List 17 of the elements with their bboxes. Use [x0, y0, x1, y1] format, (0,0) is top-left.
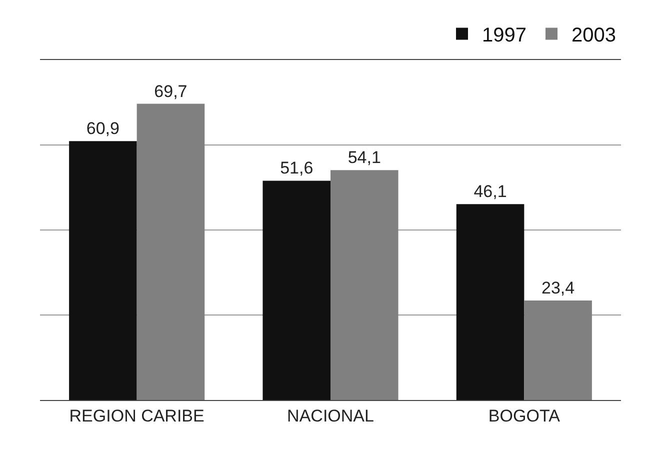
x-tick-label: NACIONAL — [287, 406, 374, 426]
bar — [330, 170, 398, 400]
data-label: 23,4 — [542, 278, 575, 298]
bar — [524, 300, 592, 400]
x-tick-label: REGION CARIBE — [69, 406, 204, 426]
bar — [136, 104, 205, 400]
data-label: 51,6 — [280, 158, 314, 178]
data-label: 54,1 — [348, 148, 381, 168]
data-label: 60,9 — [86, 119, 120, 138]
x-tick-label: BOGOTA — [488, 406, 561, 426]
bar — [456, 204, 524, 400]
legend-label: 1997 — [482, 24, 526, 46]
legend-label: 2003 — [572, 24, 616, 46]
bar — [69, 141, 137, 400]
bar — [262, 180, 330, 400]
data-label: 46,1 — [474, 182, 507, 202]
data-label: 69,7 — [154, 82, 188, 101]
